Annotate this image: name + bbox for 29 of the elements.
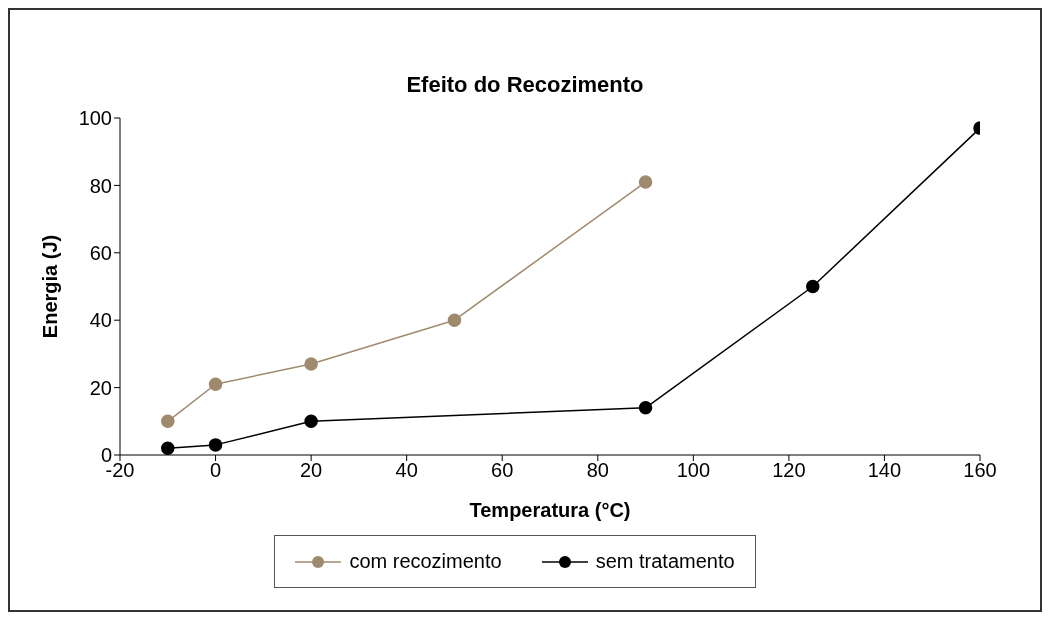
point [208, 438, 223, 452]
x-tick-label: 120 [772, 459, 806, 482]
x-tick-label: 20 [299, 459, 323, 482]
x-tick-label: 40 [395, 459, 418, 482]
point [161, 441, 175, 455]
point [304, 357, 318, 371]
point [208, 377, 223, 391]
chart-title: Efeito do Recozimento [405, 72, 645, 98]
x-tick-label: 140 [867, 459, 902, 482]
legend-label: com recozimento [349, 550, 502, 573]
x-tick-label: 60 [491, 459, 514, 482]
y-tick-label: 100 [78, 107, 112, 130]
y-tick-label: 60 [89, 241, 112, 264]
x-tick-label: 0 [209, 459, 222, 482]
y-tick-label: 80 [89, 174, 112, 197]
x-tick-label: 160 [963, 459, 997, 482]
point [304, 414, 318, 429]
legend-label: sem tratamento [595, 550, 735, 573]
x-axis-title: Temperatura (°C) [469, 499, 631, 521]
x-tick-label: 100 [676, 459, 711, 482]
x-tick-label: 80 [586, 459, 609, 482]
y-tick-label: 40 [89, 309, 112, 332]
y-axis-title: Energia (J) [39, 234, 62, 339]
y-tick-label: 20 [89, 376, 112, 399]
point [161, 414, 175, 429]
point [447, 313, 462, 327]
point [638, 175, 653, 189]
point [638, 401, 653, 415]
point [806, 279, 820, 294]
